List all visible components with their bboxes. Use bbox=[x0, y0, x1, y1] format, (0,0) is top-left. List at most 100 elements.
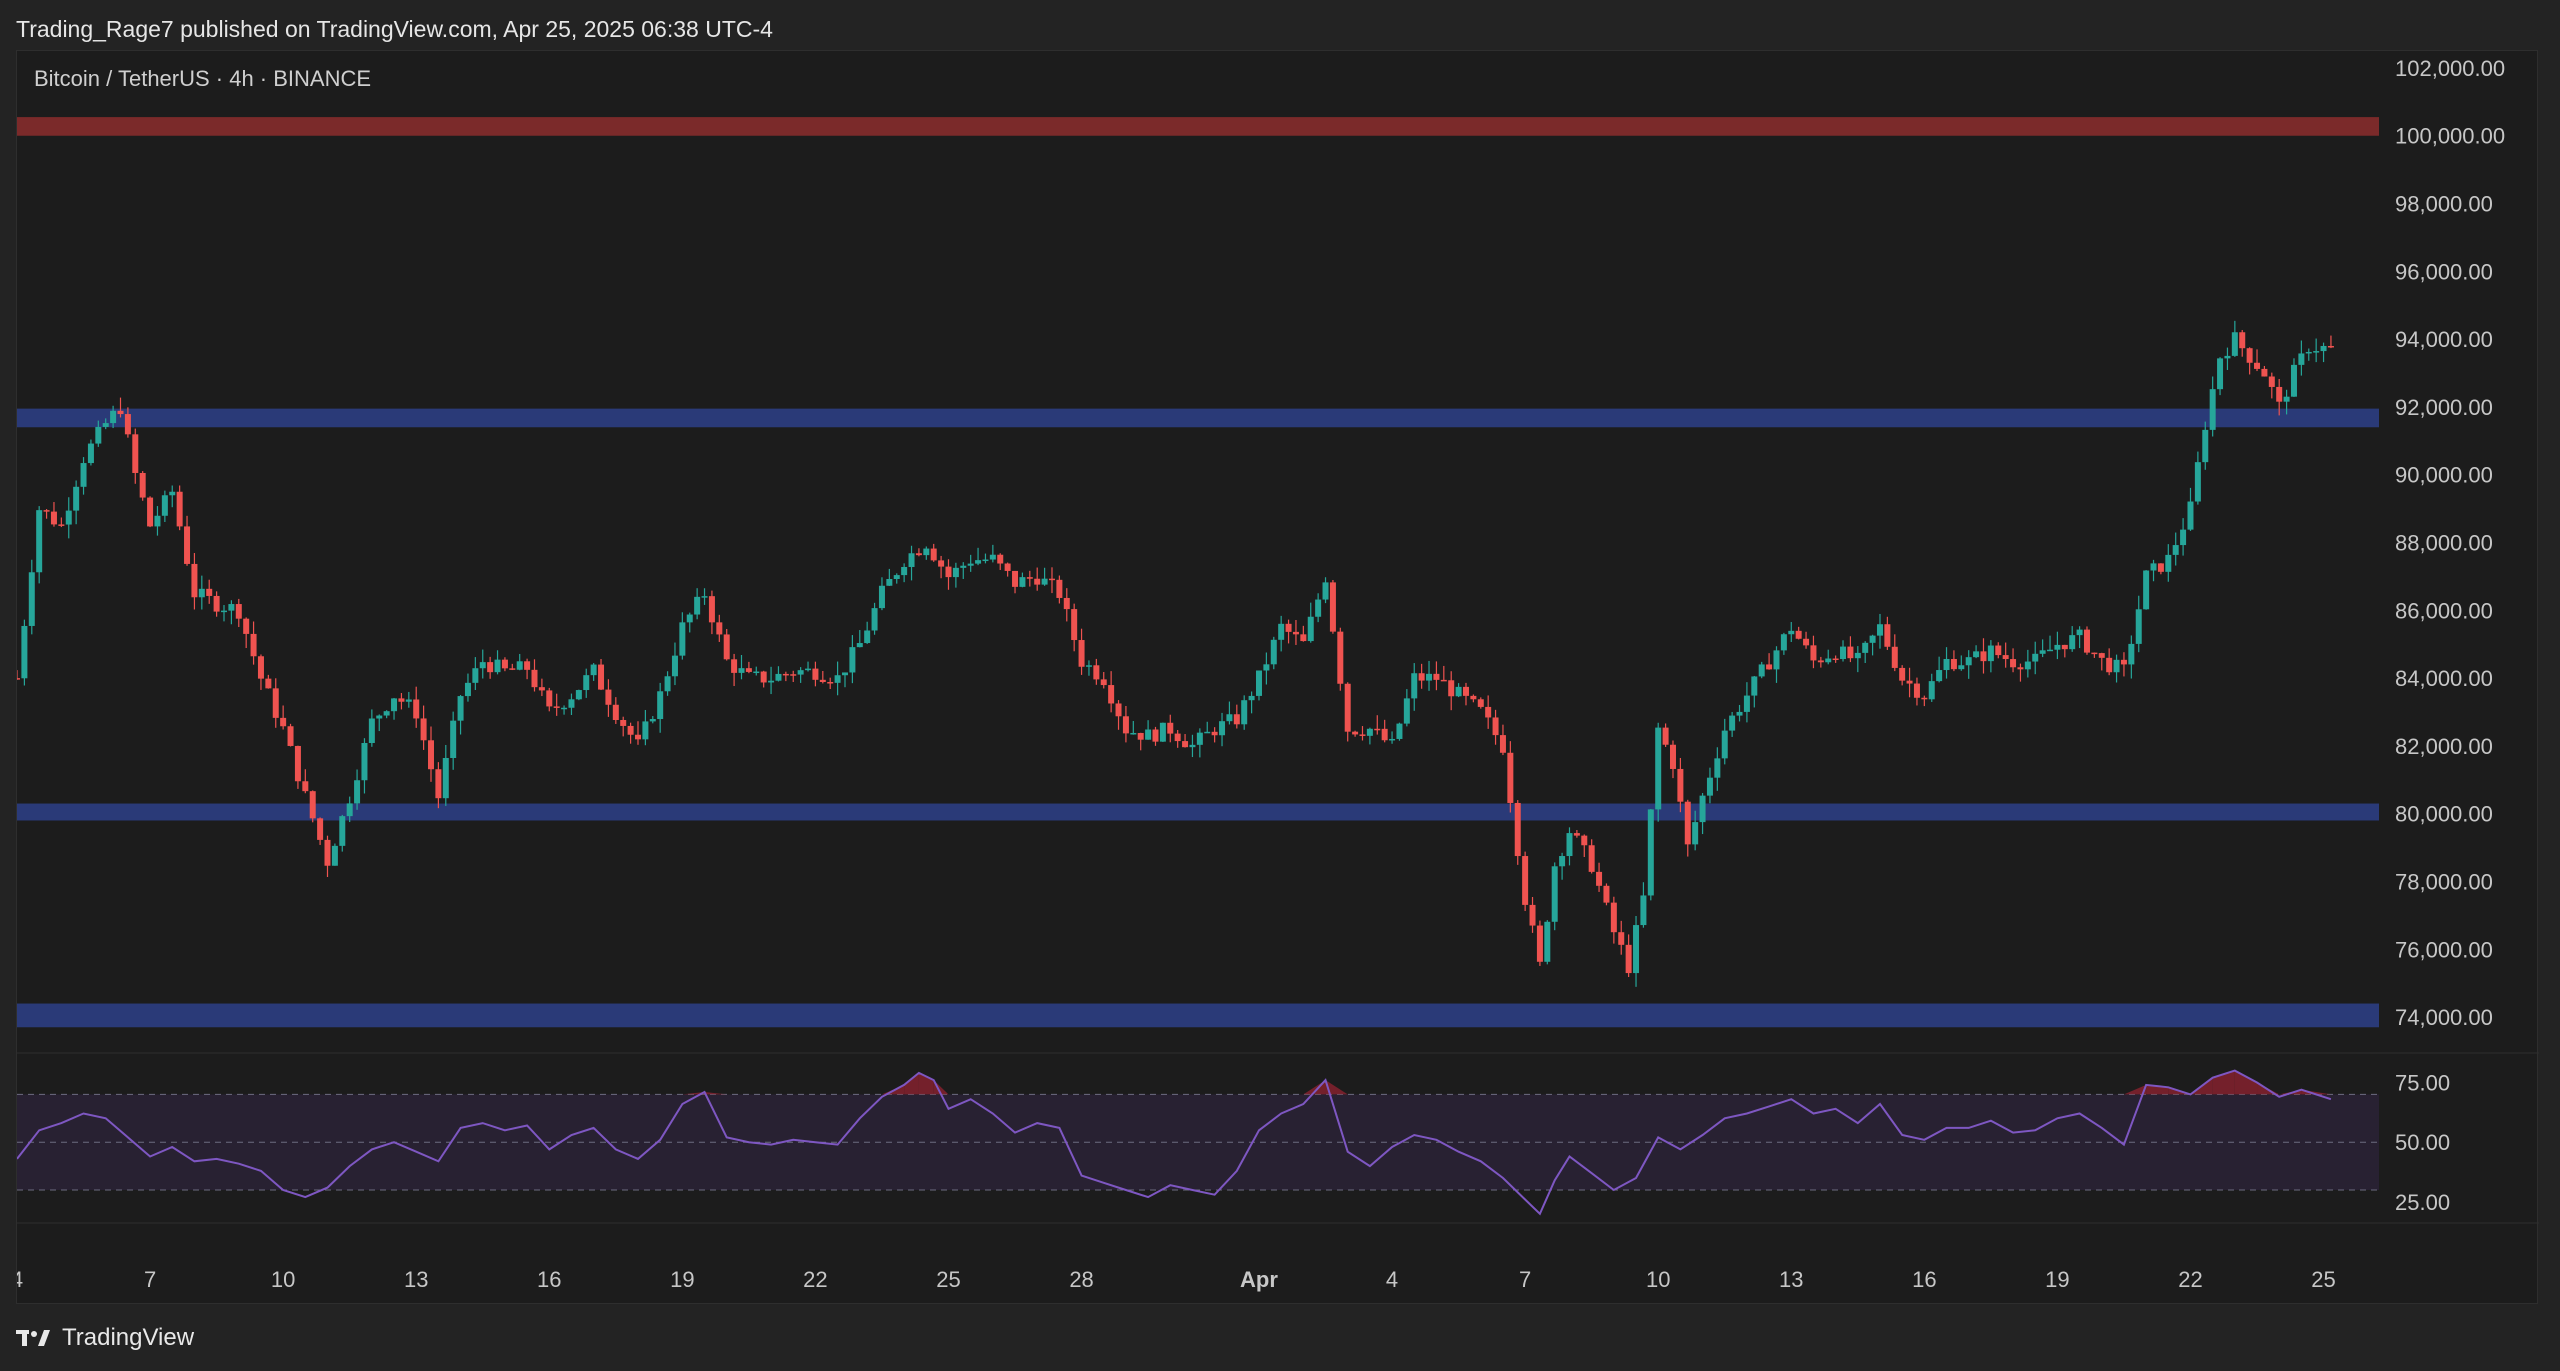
candle-down bbox=[1485, 706, 1492, 718]
candle-up bbox=[1315, 599, 1322, 617]
candle-down bbox=[1662, 727, 1669, 745]
candle-up bbox=[450, 720, 457, 758]
candle-down bbox=[1884, 624, 1891, 647]
candle-down bbox=[627, 725, 634, 735]
candle-down bbox=[1588, 845, 1595, 872]
candle-up bbox=[1825, 658, 1832, 663]
candle-down bbox=[1093, 665, 1100, 680]
candle-up bbox=[2032, 653, 2039, 662]
candle-down bbox=[287, 726, 294, 746]
candle-down bbox=[250, 633, 257, 657]
candle-down bbox=[294, 745, 301, 782]
candle-down bbox=[213, 595, 220, 612]
candle-down bbox=[2276, 386, 2283, 402]
candle-down bbox=[1359, 734, 1366, 736]
candle-up bbox=[21, 625, 28, 679]
candle-down bbox=[546, 690, 553, 707]
candle-down bbox=[184, 526, 191, 564]
candle-up bbox=[1248, 695, 1255, 701]
rsi-overbought-fill bbox=[704, 1092, 727, 1095]
candle-down bbox=[1803, 638, 1810, 646]
candle-down bbox=[191, 563, 198, 598]
candle-down bbox=[2002, 655, 2009, 660]
candle-down bbox=[1071, 609, 1078, 641]
candle-down bbox=[1344, 683, 1351, 732]
candle-down bbox=[2098, 653, 2105, 658]
candle-down bbox=[1677, 768, 1684, 802]
candle-down bbox=[1048, 578, 1055, 581]
candle-down bbox=[612, 704, 619, 721]
candle-down bbox=[132, 434, 139, 473]
candle-up bbox=[1226, 714, 1233, 722]
symbol-legend[interactable]: Bitcoin / TetherUS · 4h · BINANCE bbox=[34, 66, 372, 91]
candle-up bbox=[1544, 921, 1551, 962]
candle-up bbox=[2180, 529, 2187, 546]
footer-brand[interactable]: TradingView bbox=[16, 1318, 194, 1358]
candle-down bbox=[1832, 658, 1839, 661]
candle-up bbox=[1389, 738, 1396, 741]
candle-down bbox=[272, 688, 279, 718]
candle-up bbox=[1159, 722, 1166, 742]
candle-down bbox=[1899, 667, 1906, 681]
time-tick-label: 16 bbox=[1912, 1267, 1936, 1292]
candle-down bbox=[812, 668, 819, 680]
candle-up bbox=[331, 845, 338, 866]
candle-up bbox=[2187, 501, 2194, 530]
candle-down bbox=[235, 604, 242, 619]
time-tick-label: 25 bbox=[2311, 1267, 2335, 1292]
candle-up bbox=[354, 780, 361, 804]
candle-down bbox=[2091, 652, 2098, 655]
candle-up bbox=[2054, 644, 2061, 650]
candle-up bbox=[1751, 676, 1758, 696]
candle-up bbox=[1729, 715, 1736, 731]
candle-up bbox=[1876, 624, 1883, 636]
candle-down bbox=[723, 634, 730, 660]
candle-up bbox=[457, 696, 464, 721]
candle-up bbox=[1743, 695, 1750, 712]
price-tick-label: 88,000.00 bbox=[2395, 531, 2493, 556]
publish-line: Trading_Rage7 published on TradingView.c… bbox=[16, 16, 773, 42]
candle-up bbox=[590, 664, 597, 676]
rsi-overbought-fill bbox=[2234, 1070, 2258, 1095]
candle-up bbox=[2113, 659, 2120, 673]
candle-down bbox=[501, 659, 508, 669]
candle-up bbox=[975, 560, 982, 564]
candle-down bbox=[782, 673, 789, 676]
candle-up bbox=[2165, 554, 2172, 572]
candle-down bbox=[1056, 579, 1063, 598]
candle-up bbox=[1640, 895, 1647, 926]
candle-down bbox=[147, 497, 154, 527]
candle-up bbox=[841, 672, 848, 676]
time-tick-label: 25 bbox=[936, 1267, 960, 1292]
candle-up bbox=[376, 715, 383, 719]
candle-up bbox=[65, 510, 72, 525]
chart-canvas[interactable]: 74,000.00 76,000.00 78,000.00 80,000.00 82,0… bbox=[17, 51, 2539, 1305]
candle-down bbox=[1374, 728, 1381, 731]
candle-up bbox=[391, 698, 398, 712]
candle-up bbox=[1396, 723, 1403, 739]
candle-up bbox=[701, 596, 708, 598]
candle-down bbox=[1292, 631, 1299, 635]
candle-up bbox=[1943, 658, 1950, 671]
candle-down bbox=[1448, 680, 1455, 697]
price-tick-label: 76,000.00 bbox=[2395, 937, 2493, 962]
candle-down bbox=[1766, 664, 1773, 670]
chart-frame[interactable]: 74,000.00 76,000.00 78,000.00 80,000.00 82,0… bbox=[16, 50, 2539, 1305]
candle-down bbox=[1950, 658, 1957, 670]
candle-down bbox=[827, 682, 834, 684]
candle-down bbox=[398, 698, 405, 702]
candle-up bbox=[95, 426, 102, 444]
rsi-tick-label: 50.00 bbox=[2395, 1130, 2450, 1155]
candle-up bbox=[1958, 665, 1965, 670]
candle-up bbox=[649, 719, 656, 722]
candle-down bbox=[1078, 640, 1085, 667]
time-tick-label: 28 bbox=[1069, 1267, 1093, 1292]
candle-up bbox=[405, 699, 412, 702]
candle-down bbox=[1603, 885, 1610, 903]
candle-down bbox=[524, 661, 531, 670]
candle-down bbox=[1108, 685, 1115, 704]
candle-up bbox=[864, 630, 871, 644]
candle-up bbox=[893, 575, 900, 579]
candle-up bbox=[220, 610, 227, 613]
price-tick-label: 82,000.00 bbox=[2395, 734, 2493, 759]
